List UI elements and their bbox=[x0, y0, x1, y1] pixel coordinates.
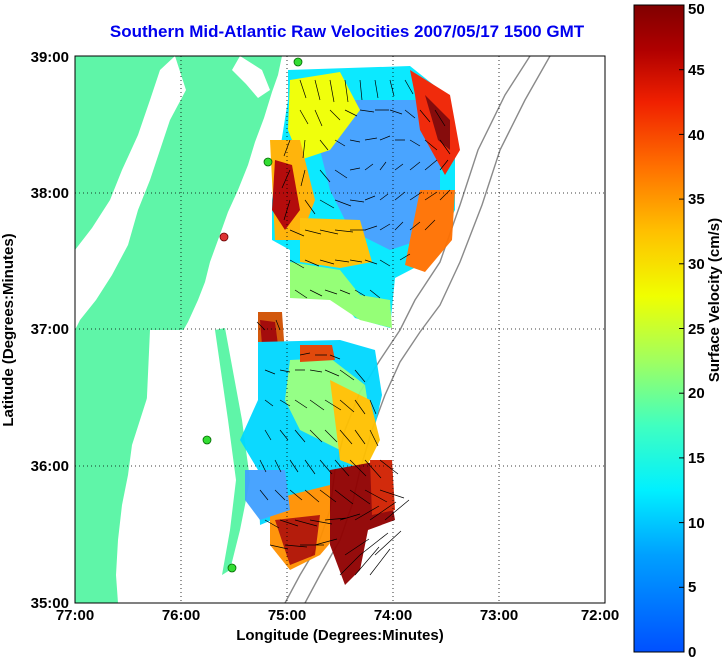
station-marker bbox=[263, 157, 273, 167]
y-axis-label: Latitude (Degrees:Minutes) bbox=[0, 233, 17, 426]
y-tick-label: 37:00 bbox=[31, 321, 69, 338]
chesapeake-bay bbox=[75, 56, 186, 330]
x-tick-label: 77:00 bbox=[56, 607, 94, 624]
y-axis-ticks: 35:00 36:00 37:00 38:00 39:00 bbox=[31, 49, 69, 612]
y-tick-label: 38:00 bbox=[31, 185, 69, 202]
x-tick-label: 76:00 bbox=[162, 607, 200, 624]
delaware-bay bbox=[232, 56, 270, 98]
colorbar-tick-label: 35 bbox=[688, 191, 705, 208]
station-marker bbox=[219, 232, 229, 242]
x-tick-label: 72:00 bbox=[581, 607, 619, 624]
grid-lines bbox=[75, 56, 605, 603]
x-axis-label: Longitude (Degrees:Minutes) bbox=[236, 627, 444, 644]
x-tick-label: 75:00 bbox=[268, 607, 306, 624]
colorbar-tick-label: 10 bbox=[688, 515, 705, 532]
y-tick-label: 35:00 bbox=[31, 595, 69, 612]
colorbar-tick-label: 20 bbox=[688, 385, 705, 402]
station-marker bbox=[293, 57, 303, 67]
colorbar-tick-label: 50 bbox=[688, 1, 705, 18]
station-marker bbox=[227, 563, 237, 573]
chart-title: Southern Mid-Atlantic Raw Velocities 200… bbox=[110, 22, 585, 41]
colorbar bbox=[633, 4, 685, 653]
colorbar-label: Surface Velocity (cm/s) bbox=[706, 218, 723, 382]
colorbar-tick-label: 30 bbox=[688, 256, 705, 273]
colorbar-tick-label: 25 bbox=[688, 321, 705, 338]
colorbar-tick-label: 5 bbox=[688, 579, 696, 596]
y-tick-label: 39:00 bbox=[31, 49, 69, 66]
radar-stations bbox=[202, 57, 303, 573]
colorbar-tick-label: 45 bbox=[688, 62, 705, 79]
colorbar-tick-labels: 0 5 10 15 20 25 30 35 40 45 50 bbox=[688, 1, 705, 661]
colorbar-tick-label: 15 bbox=[688, 450, 705, 467]
x-axis-ticks: 77:00 76:00 75:00 74:00 73:00 72:00 bbox=[56, 607, 619, 624]
y-tick-label: 36:00 bbox=[31, 458, 69, 475]
colorbar-tick-label: 0 bbox=[688, 644, 696, 659]
axis-frame bbox=[74, 55, 606, 604]
colorbar-tick-label: 40 bbox=[688, 127, 705, 144]
velocity-field bbox=[240, 66, 460, 585]
x-tick-label: 74:00 bbox=[374, 607, 412, 624]
station-marker bbox=[202, 435, 212, 445]
colorbar-ticks bbox=[679, 4, 684, 653]
outer-banks bbox=[215, 328, 250, 575]
x-tick-label: 73:00 bbox=[480, 607, 518, 624]
pamlico-sound bbox=[138, 330, 240, 590]
velocity-vectors bbox=[256, 79, 451, 576]
